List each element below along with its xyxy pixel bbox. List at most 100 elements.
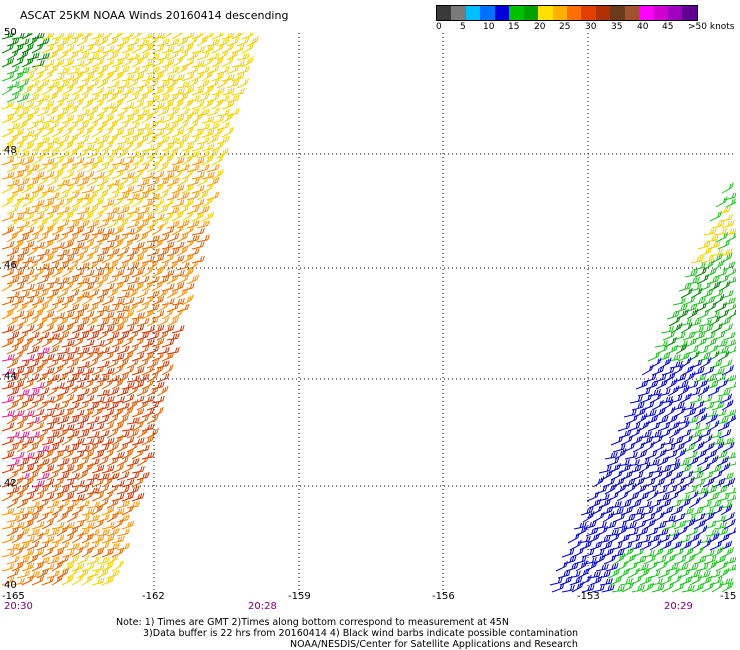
wind-barb: [589, 541, 603, 551]
wind-barb: [161, 74, 175, 82]
wind-barb: [31, 532, 44, 544]
wind-barb: [720, 504, 733, 516]
wind-barb: [610, 507, 624, 516]
wind-barb: [708, 464, 722, 474]
wind-barb: [1, 576, 15, 586]
wind-barb: [636, 458, 650, 467]
wind-barb: [106, 274, 120, 285]
wind-barb: [6, 217, 19, 229]
wind-barb: [681, 584, 695, 593]
wind-barb: [627, 567, 640, 579]
wind-barb: [86, 373, 100, 383]
wind-barb: [71, 196, 84, 208]
wind-barb: [101, 282, 115, 292]
wind-barb: [684, 450, 698, 460]
wind-barb: [101, 168, 114, 180]
wind-barb: [569, 539, 582, 551]
lat-label-46: 46: [4, 260, 17, 271]
wind-barb: [603, 520, 617, 530]
wind-barb: [116, 414, 129, 425]
wind-barb: [111, 518, 124, 530]
legend-label-40: 40: [637, 22, 649, 32]
wind-barb: [702, 477, 715, 488]
wind-barb: [156, 149, 170, 159]
wind-barb: [633, 519, 647, 530]
wind-barb: [6, 260, 20, 271]
wind-barb: [41, 478, 55, 488]
wind-barb: [106, 553, 119, 565]
wind-barb: [76, 500, 90, 509]
wind-barb: [151, 44, 165, 54]
wind-barb: [36, 484, 50, 495]
wind-barb: [91, 518, 104, 530]
wind-barb: [111, 298, 125, 306]
wind-barb: [71, 532, 84, 544]
wind-barb: [36, 107, 50, 117]
wind-barb: [617, 533, 631, 544]
wind-barb: [126, 375, 140, 383]
wind-barb: [66, 147, 79, 159]
wind-barb: [621, 547, 634, 558]
wind-barb: [673, 373, 687, 383]
wind-barb: [46, 136, 60, 145]
wind-barb: [96, 389, 110, 397]
wind-speed-color-legend: [436, 5, 698, 21]
wind-barb: [51, 574, 64, 586]
wind-barb: [689, 359, 703, 369]
wind-barb: [46, 315, 59, 327]
wind-barb: [627, 534, 641, 544]
wind-barb: [76, 262, 90, 271]
wind-barb: [631, 584, 645, 593]
wind-barb: [21, 100, 35, 110]
wind-barb: [641, 582, 654, 593]
wind-barb: [126, 261, 140, 271]
wind-barb: [116, 471, 130, 481]
wind-barb: [591, 548, 605, 558]
wind-barb: [6, 80, 20, 89]
legend-swatch: [451, 6, 466, 20]
wind-barb: [91, 126, 104, 138]
wind-barb: [151, 224, 164, 236]
wind-barb: [51, 393, 64, 404]
wind-barb: [703, 227, 717, 236]
wind-barb: [81, 339, 95, 348]
wind-barb: [1, 562, 15, 572]
wind-barb: [691, 366, 705, 376]
wind-barb: [166, 232, 180, 243]
wind-barb: [6, 431, 20, 439]
wind-barb: [146, 316, 159, 327]
wind-barb: [71, 574, 84, 586]
wind-barb: [131, 324, 145, 334]
wind-barb: [685, 527, 699, 537]
wind-barb: [131, 185, 145, 194]
wind-barb: [6, 204, 20, 215]
wind-barb: [683, 518, 696, 530]
wind-barb: [76, 303, 90, 313]
wind-barb: [171, 156, 185, 166]
wind-barb: [647, 421, 661, 432]
wind-barb: [679, 575, 693, 586]
wind-barb: [573, 555, 587, 565]
wind-barb: [101, 70, 114, 82]
wind-barb: [146, 385, 159, 397]
wind-barb: [11, 71, 24, 82]
wind-barb: [718, 429, 732, 439]
wind-barb: [171, 199, 185, 208]
wind-barb: [16, 290, 30, 299]
wind-barb: [712, 477, 726, 488]
wind-barb: [1, 100, 15, 110]
wind-barb: [86, 136, 100, 145]
wind-barb: [101, 521, 115, 530]
wind-barb: [46, 358, 60, 369]
wind-barb: [106, 206, 120, 215]
wind-barb: [141, 435, 154, 446]
wind-barb: [166, 259, 179, 271]
wind-barb: [41, 367, 55, 376]
wind-barb: [708, 280, 721, 292]
wind-barb: [21, 283, 35, 292]
wind-barb: [61, 114, 75, 124]
wind-barb: [716, 274, 730, 285]
wind-barb: [624, 451, 638, 460]
wind-barb: [11, 239, 24, 250]
wind-barb: [101, 140, 114, 152]
